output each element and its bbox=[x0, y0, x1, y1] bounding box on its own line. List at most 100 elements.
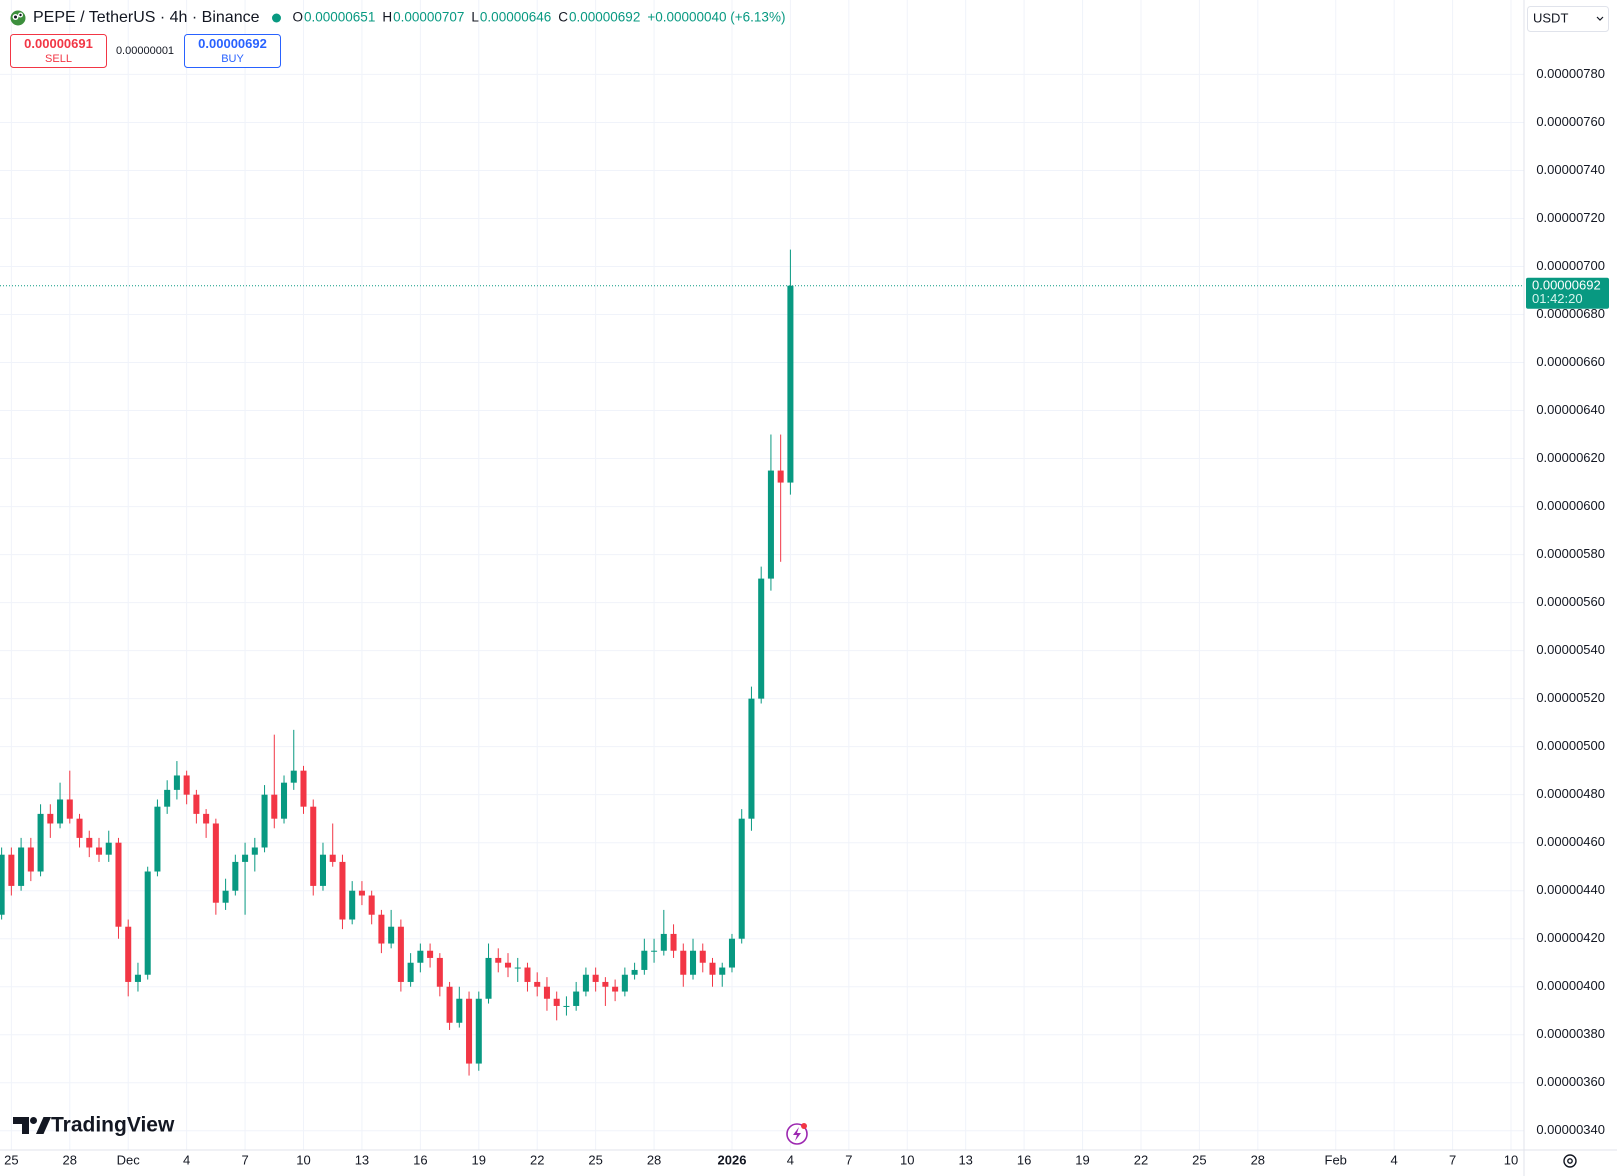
x-tick-label: 19 bbox=[1075, 1152, 1089, 1167]
candle-body bbox=[193, 794, 200, 814]
candle-body bbox=[543, 986, 550, 999]
candle-body bbox=[183, 775, 190, 795]
x-tick-label: 22 bbox=[530, 1152, 544, 1167]
y-tick-label: 0.00000560 bbox=[1536, 594, 1605, 609]
buy-button[interactable]: 0.00000692 BUY bbox=[184, 34, 281, 68]
sell-price[interactable]: 0.00000691 bbox=[24, 36, 93, 51]
candle-body bbox=[349, 890, 356, 920]
candle-body bbox=[670, 933, 677, 951]
currency-selector[interactable]: USDT bbox=[1527, 6, 1609, 32]
candle-body bbox=[485, 957, 492, 999]
candle-body bbox=[680, 950, 687, 975]
price-axis: 0.00000340 0.00000360 0.00000380 0.00000400… bbox=[1536, 66, 1605, 1137]
y-tick-label: 0.00000440 bbox=[1536, 882, 1605, 897]
x-tick-label: Dec bbox=[117, 1152, 141, 1167]
market-open-dot bbox=[271, 13, 281, 23]
candle-body bbox=[436, 957, 443, 987]
candle-body bbox=[456, 998, 463, 1023]
settings-icon[interactable] bbox=[1563, 1154, 1577, 1168]
sell-label[interactable]: SELL bbox=[45, 53, 72, 65]
candle-body bbox=[261, 794, 268, 848]
candle-body bbox=[651, 950, 658, 952]
candle-body bbox=[758, 578, 765, 699]
x-tick-label: 13 bbox=[958, 1152, 972, 1167]
candle-body bbox=[524, 967, 531, 982]
candle-body bbox=[397, 926, 404, 982]
x-tick-label: 2026 bbox=[718, 1152, 747, 1167]
x-tick-label: 10 bbox=[296, 1152, 310, 1167]
y-tick-label: 0.00000360 bbox=[1536, 1074, 1605, 1089]
candle-body bbox=[728, 938, 735, 968]
logo-text: TradingView bbox=[51, 1114, 175, 1137]
candle-body bbox=[310, 806, 317, 886]
x-tick-label: 28 bbox=[1251, 1152, 1265, 1167]
y-tick-label: 0.00000520 bbox=[1536, 690, 1605, 705]
candle-body bbox=[66, 799, 73, 819]
ohlc-legend: O 0.00000651 H 0.00000707 L 0.00000646 C 0.0000… bbox=[292, 10, 785, 25]
candle-body bbox=[592, 974, 599, 982]
x-tick-label: 19 bbox=[472, 1152, 486, 1167]
lightning-icon[interactable] bbox=[786, 1123, 808, 1145]
time-axis: 25 28 Dec 4 7 10 13 16 19 22 25 28 2026 4 7 10 13 16 19 22 2… bbox=[4, 1152, 1518, 1167]
candle-body bbox=[495, 957, 502, 963]
candle-body bbox=[47, 813, 54, 824]
ohlc-key: H bbox=[382, 10, 392, 25]
candle-body bbox=[18, 847, 25, 886]
candle-body bbox=[475, 998, 482, 1064]
candle-body bbox=[514, 967, 521, 969]
tradingview-logo: TradingView bbox=[13, 1114, 175, 1137]
ohlc-key: L bbox=[471, 10, 479, 25]
y-tick-label: 0.00000680 bbox=[1536, 306, 1605, 321]
candle-body bbox=[534, 981, 541, 987]
candle-body bbox=[105, 842, 112, 855]
buy-price[interactable]: 0.00000692 bbox=[198, 36, 267, 51]
x-tick-label: 10 bbox=[900, 1152, 914, 1167]
candle-body bbox=[553, 998, 560, 1006]
x-tick-label: 7 bbox=[241, 1152, 248, 1167]
candle-body bbox=[319, 854, 326, 886]
x-tick-label: 13 bbox=[355, 1152, 369, 1167]
candle-body bbox=[339, 861, 346, 920]
candle-body bbox=[417, 950, 424, 963]
candle-body bbox=[388, 926, 395, 944]
buy-label[interactable]: BUY bbox=[221, 53, 244, 65]
candle-body bbox=[115, 842, 122, 927]
candle-body bbox=[787, 285, 794, 483]
y-tick-label: 0.00000480 bbox=[1536, 786, 1605, 801]
x-tick-label: 25 bbox=[1192, 1152, 1206, 1167]
price-change: +0.00000040 (+6.13%) bbox=[647, 10, 785, 25]
y-tick-label: 0.00000580 bbox=[1536, 546, 1605, 561]
y-tick-label: 0.00000400 bbox=[1536, 978, 1605, 993]
ohlc-key: C bbox=[558, 10, 568, 25]
x-tick-label: 28 bbox=[647, 1152, 661, 1167]
y-tick-label: 0.00000660 bbox=[1536, 354, 1605, 369]
last-price-label: 0.00000692 bbox=[1532, 278, 1601, 293]
candle-body bbox=[738, 818, 745, 939]
ohlc-value: 0.00000692 bbox=[569, 10, 640, 25]
ohlc-value: 0.00000707 bbox=[393, 10, 464, 25]
candle-body bbox=[76, 818, 83, 838]
x-tick-label: Feb bbox=[1325, 1152, 1347, 1167]
y-tick-label: 0.00000540 bbox=[1536, 642, 1605, 657]
sell-button[interactable]: 0.00000691 SELL bbox=[10, 34, 107, 68]
candle-body bbox=[378, 914, 385, 944]
y-tick-label: 0.00000720 bbox=[1536, 210, 1605, 225]
x-tick-label: 25 bbox=[588, 1152, 602, 1167]
spread: 0.00000001 bbox=[116, 45, 174, 57]
candle-body bbox=[242, 854, 249, 862]
candle-body bbox=[281, 782, 288, 819]
candle-body bbox=[573, 991, 580, 1006]
candle-body bbox=[368, 895, 375, 915]
plot-area bbox=[0, 249, 794, 1076]
countdown: 01:42:20 bbox=[1532, 291, 1583, 306]
symbol-icon bbox=[10, 10, 26, 26]
y-tick-label: 0.00000760 bbox=[1536, 114, 1605, 129]
y-tick-label: 0.00000500 bbox=[1536, 738, 1605, 753]
currency-label[interactable]: USDT bbox=[1533, 10, 1568, 25]
y-tick-label: 0.00000700 bbox=[1536, 258, 1605, 273]
candle-body bbox=[134, 974, 141, 982]
candle-body bbox=[154, 806, 161, 872]
candle-body bbox=[407, 962, 414, 982]
x-tick-label: 4 bbox=[1391, 1152, 1398, 1167]
